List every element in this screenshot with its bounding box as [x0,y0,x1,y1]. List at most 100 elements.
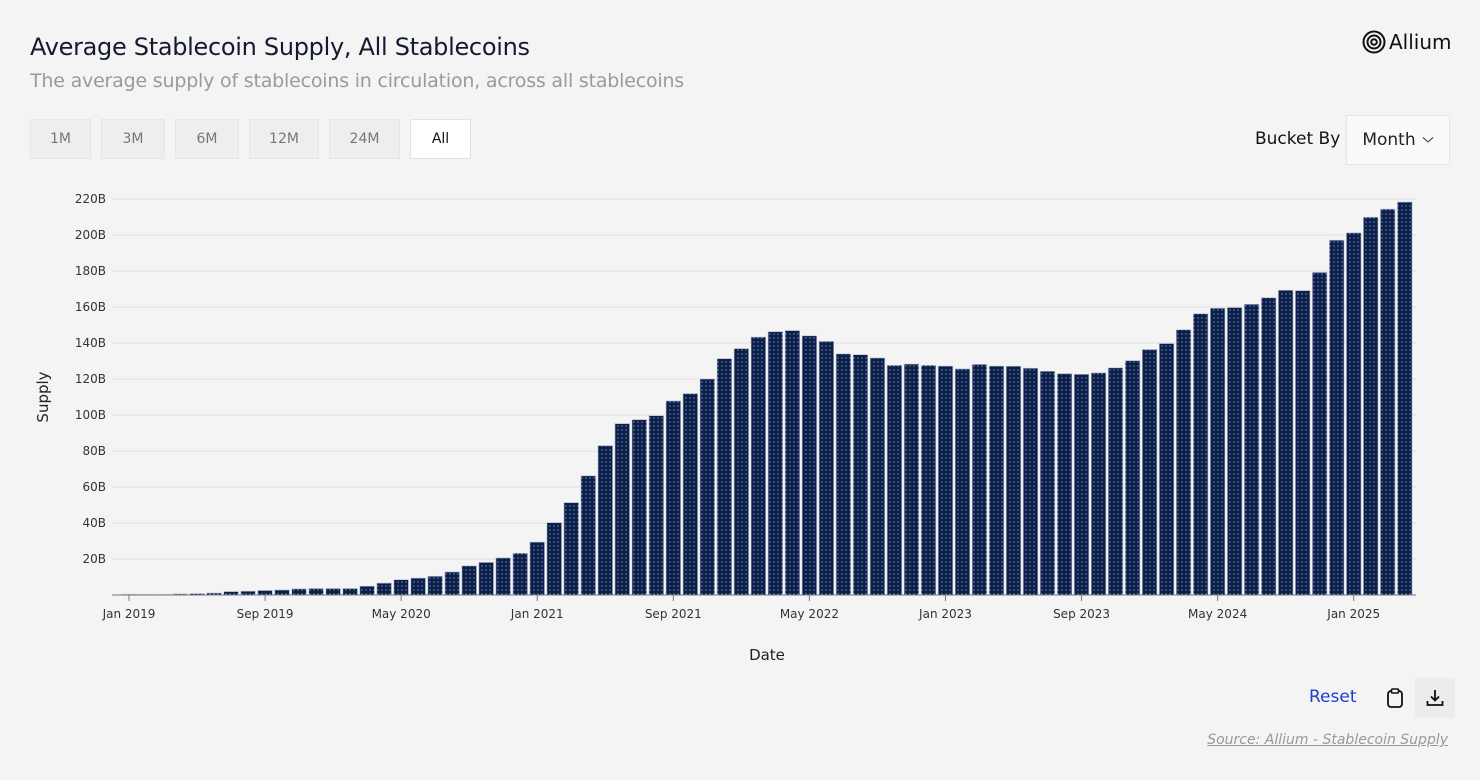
bar-jul-2024[interactable] [1244,303,1260,596]
bar-aug-2019[interactable] [240,590,256,596]
bar-sep-2024[interactable] [1278,289,1294,596]
bar-aug-2023[interactable] [1056,373,1073,596]
bar-apr-2021[interactable] [580,475,596,596]
allium-logo-icon [1362,30,1386,54]
y-tick-label: 80B [82,444,106,458]
bar-jun-2024[interactable] [1227,307,1243,596]
bar-nov-2021[interactable] [699,378,715,596]
bar-oct-2021[interactable] [682,393,698,596]
clipboard-icon [1387,688,1403,708]
bar-dec-2020[interactable] [512,552,528,596]
y-tick-label: 160B [75,300,106,314]
reset-button[interactable]: Reset [1309,687,1357,707]
bucket-by-select[interactable]: Month [1346,115,1450,165]
bar-mar-2024[interactable] [1176,329,1192,596]
bar-mar-2023[interactable] [971,364,988,596]
copy-button[interactable] [1375,678,1415,718]
bar-sep-2022[interactable] [869,357,886,596]
bar-sep-2023[interactable] [1073,374,1090,596]
bar-feb-2021[interactable] [546,522,562,596]
bar-apr-2022[interactable] [784,330,800,596]
download-button[interactable] [1415,678,1455,718]
x-tick-label: Sep 2021 [645,607,702,621]
range-button-all[interactable]: All [410,119,471,159]
bar-mar-2020[interactable] [359,585,375,596]
bar-oct-2022[interactable] [886,365,903,596]
bar-oct-2023[interactable] [1090,372,1107,596]
bar-nov-2019[interactable] [291,588,307,596]
bar-aug-2024[interactable] [1261,297,1277,596]
y-tick-label: 120B [75,372,106,386]
bar-sep-2020[interactable] [461,565,477,596]
bar-dec-2023[interactable] [1124,360,1141,596]
bar-jun-2021[interactable] [614,423,630,596]
bar-jul-2022[interactable] [835,353,852,596]
source-link[interactable]: Source: Allium - Stablecoin Supply [1207,732,1448,748]
bar-feb-2022[interactable] [750,336,766,596]
range-button-12m[interactable]: 12M [249,119,319,159]
bar-feb-2023[interactable] [954,368,971,596]
supply-bar-chart: 20B 40B 60B 80B 100B 120B 140B 160B 180B 200B 220B… [34,192,1416,664]
logo-text: Allium [1389,30,1452,54]
bar-feb-2020[interactable] [342,588,358,596]
range-button-1m[interactable]: 1M [30,119,91,159]
bar-jun-2020[interactable] [410,577,426,596]
bar-may-2020[interactable] [393,579,409,596]
y-tick-label: 200B [75,228,106,242]
bar-aug-2021[interactable] [648,415,664,596]
chevron-down-icon [1422,137,1434,143]
bar-feb-2024[interactable] [1159,343,1175,596]
bucket-by-label: Bucket By [1255,129,1341,149]
bar-jan-2023[interactable] [937,365,954,596]
bar-oct-2024[interactable] [1295,290,1311,596]
bar-jan-2025[interactable] [1346,232,1362,596]
download-icon [1426,690,1444,706]
bar-jan-2021[interactable] [529,541,545,596]
x-axis-label: Date [749,646,785,664]
y-tick-label: 180B [75,264,106,278]
bar-oct-2019[interactable] [274,589,290,596]
bar-jul-2021[interactable] [631,419,647,596]
bar-nov-2022[interactable] [903,363,920,596]
range-button-6m[interactable]: 6M [175,119,239,159]
bar-may-2023[interactable] [1005,365,1022,596]
bar-dec-2024[interactable] [1329,239,1345,596]
bar-aug-2020[interactable] [444,571,460,596]
range-button-24m[interactable]: 24M [329,119,400,159]
bar-sep-2021[interactable] [665,400,681,596]
y-tick-label: 40B [82,516,106,530]
bar-jan-2022[interactable] [733,348,749,596]
bar-apr-2020[interactable] [376,582,392,596]
x-tick-label: May 2020 [372,607,431,621]
bar-nov-2023[interactable] [1107,367,1124,596]
bar-apr-2024[interactable] [1193,313,1209,596]
bar-dec-2021[interactable] [716,358,732,596]
page-subtitle: The average supply of stablecoins in cir… [30,70,684,92]
x-tick-label: May 2024 [1188,607,1247,621]
bar-may-2024[interactable] [1210,307,1226,596]
bar-jul-2019[interactable] [223,591,239,596]
bar-jan-2020[interactable] [325,588,341,596]
bar-jul-2020[interactable] [427,575,443,596]
bar-oct-2020[interactable] [478,562,494,596]
bar-mar-2022[interactable] [767,331,783,596]
bar-dec-2022[interactable] [920,365,937,596]
bar-aug-2022[interactable] [852,354,869,596]
bar-jun-2023[interactable] [1022,367,1039,596]
bar-nov-2024[interactable] [1312,272,1328,596]
bar-jul-2023[interactable] [1039,370,1056,596]
bar-may-2021[interactable] [597,445,613,596]
bar-nov-2020[interactable] [495,557,511,596]
bar-apr-2023[interactable] [988,365,1005,596]
bar-dec-2019[interactable] [308,588,324,596]
bar-mar-2021[interactable] [563,502,579,596]
bar-jun-2022[interactable] [818,341,835,596]
bar-apr-2025[interactable] [1397,201,1413,596]
bar-may-2022[interactable] [801,335,817,596]
range-button-3m[interactable]: 3M [101,119,165,159]
bar-sep-2019[interactable] [257,590,273,596]
y-tick-label: 60B [82,480,106,494]
bar-mar-2025[interactable] [1380,208,1396,596]
bar-feb-2025[interactable] [1363,216,1379,596]
bar-jan-2024[interactable] [1142,349,1158,596]
